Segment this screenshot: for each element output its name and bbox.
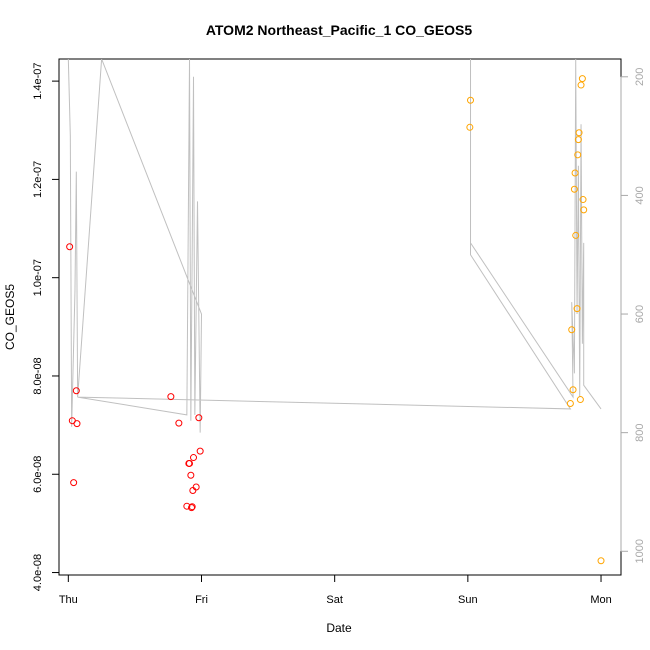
chart-title: ATOM2 Northeast_Pacific_1 CO_GEOS5 <box>206 22 473 38</box>
data-point <box>579 196 587 204</box>
data-point <box>72 387 80 395</box>
right-axis-tick-label: 400 <box>634 186 646 204</box>
points-layer <box>66 75 605 565</box>
data-point <box>186 459 194 467</box>
data-point <box>187 471 195 479</box>
data-point <box>572 231 580 239</box>
data-point <box>597 557 605 565</box>
y-tick-label: 4.0e-08 <box>32 554 44 591</box>
y-tick-label: 8.0e-08 <box>32 357 44 394</box>
x-tick-label: Fri <box>195 594 208 606</box>
y-tick-label: 6.0e-08 <box>32 456 44 493</box>
profile-line-layer <box>67 59 602 433</box>
data-point <box>578 75 586 83</box>
y-tick-label: 1.4e-07 <box>32 62 44 99</box>
y-axis-label: CO_GEOS5 <box>3 284 17 350</box>
data-point <box>568 326 576 334</box>
data-point <box>574 151 582 159</box>
x-axis-label: Date <box>326 621 352 635</box>
x-tick-label: Mon <box>590 594 611 606</box>
data-point <box>576 396 584 404</box>
right-axis-tick-label: 200 <box>634 68 646 86</box>
data-point <box>580 206 588 214</box>
data-point <box>66 243 74 251</box>
right-axis-tick-label: 800 <box>634 423 646 441</box>
x-axis: Thu Fri Sat Sun Mon <box>59 574 612 606</box>
right-axis-tick-label: 600 <box>634 305 646 323</box>
data-point <box>189 486 197 494</box>
data-point <box>192 483 200 491</box>
data-point <box>574 136 582 144</box>
data-point <box>188 504 196 512</box>
data-point <box>196 447 204 455</box>
data-point <box>571 169 579 177</box>
data-point <box>195 414 203 422</box>
data-point <box>167 393 175 401</box>
data-point <box>566 399 574 407</box>
x-tick-label: Thu <box>59 594 78 606</box>
x-tick-label: Sat <box>326 594 343 606</box>
y-tick-label: 1.0e-07 <box>32 259 44 296</box>
data-point <box>575 129 583 137</box>
data-point <box>467 96 475 104</box>
y-axis: 4.0e-08 6.0e-08 8.0e-08 1.0e-07 1.2e-07 1.4e-… <box>32 62 60 591</box>
profile-line <box>67 59 602 433</box>
right-axis-tick-label: 1000 <box>634 539 646 563</box>
data-point <box>573 305 581 313</box>
data-point <box>188 503 196 511</box>
data-point <box>466 123 474 131</box>
data-point <box>183 502 191 510</box>
right-axis: 200 400 600 800 1000 <box>620 68 646 564</box>
data-point <box>73 420 81 428</box>
data-point <box>577 81 585 89</box>
data-point <box>190 454 198 462</box>
x-tick-label: Sun <box>458 594 478 606</box>
data-point <box>570 185 578 193</box>
y-tick-label: 1.2e-07 <box>32 161 44 198</box>
data-point <box>569 386 577 394</box>
data-point <box>70 479 78 487</box>
data-point <box>175 419 183 427</box>
plot-frame <box>58 58 622 576</box>
